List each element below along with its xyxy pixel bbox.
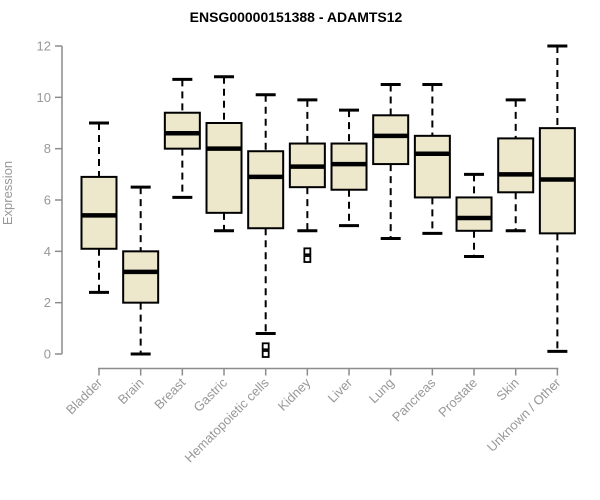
y-tick-label: 4 <box>44 244 51 259</box>
box-group <box>413 83 451 235</box>
box-group <box>497 98 535 233</box>
box-group <box>80 121 118 294</box>
x-tick-label: Unknown / Other <box>484 375 564 455</box>
y-tick-label: 12 <box>37 39 51 54</box>
box-group <box>372 83 410 240</box>
box-group <box>288 98 326 263</box>
x-tick-label: Liver <box>325 375 356 406</box>
iqr-box <box>372 114 410 166</box>
x-tick-label: Pancreas <box>389 375 439 425</box>
outlier-point <box>303 255 312 263</box>
outlier-point <box>261 342 270 351</box>
iqr-box <box>80 175 118 250</box>
box-group <box>538 44 576 353</box>
y-tick-label: 8 <box>44 141 51 156</box>
box-group <box>205 75 243 233</box>
iqr-box <box>205 122 243 214</box>
y-tick-label: 2 <box>44 295 51 310</box>
box-group <box>122 185 160 356</box>
box-group <box>330 108 368 228</box>
y-axis-title: Expression <box>0 161 15 225</box>
box-group <box>247 93 285 358</box>
box-group <box>163 77 201 199</box>
x-tick-label: Brain <box>115 375 147 407</box>
x-tick-label: Kidney <box>275 375 314 414</box>
y-tick-label: 6 <box>44 193 51 208</box>
x-tick-label: Bladder <box>63 375 106 418</box>
x-tick-label: Lung <box>366 375 397 406</box>
box-group <box>455 172 493 258</box>
iqr-box <box>455 196 493 232</box>
x-tick-label: Gastric <box>190 375 230 415</box>
iqr-box <box>330 142 368 191</box>
iqr-box <box>413 134 451 199</box>
iqr-box <box>163 111 201 150</box>
x-tick-label: Prostate <box>435 375 480 420</box>
iqr-box <box>122 250 160 304</box>
outlier-point <box>261 350 270 358</box>
y-tick-label: 0 <box>44 347 51 362</box>
outlier-point <box>303 247 312 256</box>
chart-title: ENSG00000151388 - ADAMTS12 <box>190 9 403 25</box>
iqr-box <box>247 150 285 230</box>
iqr-box <box>497 137 535 194</box>
x-tick-label: Skin <box>493 375 521 403</box>
y-axis: 0 2 4 6 8 10 12 <box>37 39 63 362</box>
y-tick-label: 10 <box>37 90 51 105</box>
x-tick-label: Breast <box>151 375 188 412</box>
